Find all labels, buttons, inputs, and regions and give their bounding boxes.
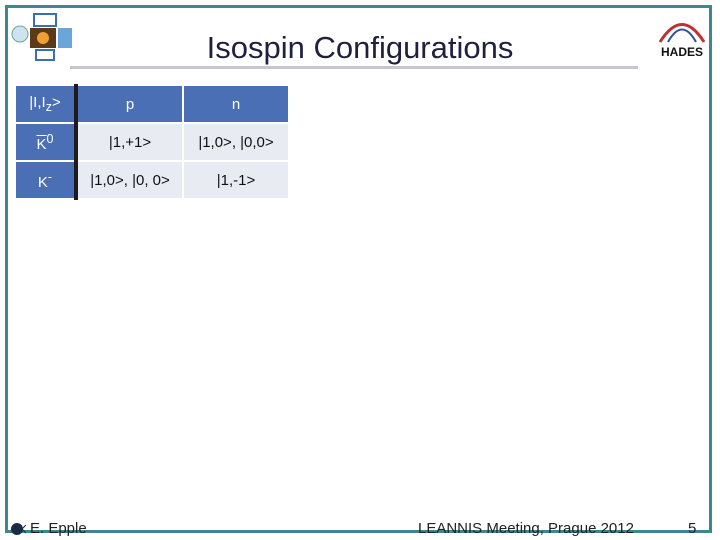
title-rule (70, 66, 638, 69)
label-main: K (36, 135, 47, 153)
row: K0 |1,+1> |1,0>, |0,0> (14, 122, 290, 162)
isospin-table: |I,Iz> p n K0 |1,+1> |1,0>, |0,0> K- |1,… (14, 84, 290, 200)
logo-tum (11, 13, 72, 61)
slide-title: Isospin Configurations (206, 30, 514, 65)
logo-text: HADES (661, 45, 703, 59)
label-sup: - (47, 169, 53, 184)
column-header: n (182, 84, 290, 124)
author-icon (11, 523, 26, 535)
label-main: K (37, 173, 48, 191)
slide-frame (5, 5, 712, 533)
label-sup: 0 (46, 131, 54, 146)
footer-event: LEANNIS Meeting, Prague 2012 (418, 520, 634, 537)
row-label: K0 (14, 122, 78, 162)
cell: |1,0>, |0,0> (182, 122, 290, 162)
logo-hades: HADES (658, 23, 706, 59)
corner-cell: |I,Iz> (14, 84, 78, 124)
cell: |1,0>, |0, 0> (75, 160, 184, 200)
page-number: 5 (688, 520, 697, 537)
column-header: p (75, 84, 184, 124)
corner-end: > (51, 94, 61, 111)
header-row: |I,Iz> p n (14, 84, 290, 124)
row: K- |1,0>, |0, 0> |1,-1> (14, 160, 290, 200)
corner-sub: z (45, 100, 52, 114)
cell: |1,+1> (75, 122, 184, 162)
row-label: K- (14, 160, 78, 200)
corner-main: |I,I (29, 94, 46, 111)
footer-author: E. Epple (30, 520, 87, 537)
cell: |1,-1> (182, 160, 290, 200)
